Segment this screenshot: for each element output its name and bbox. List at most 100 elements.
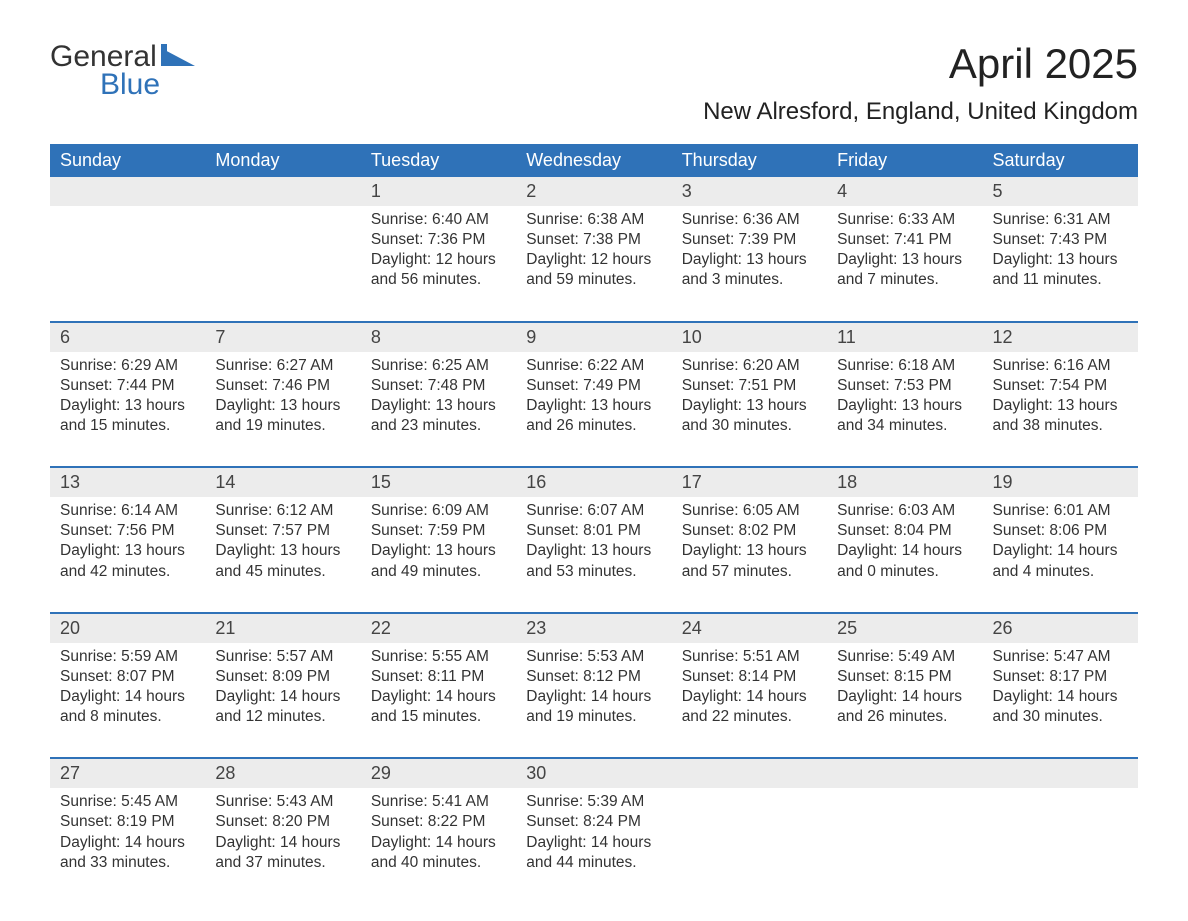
daylight1-label: Daylight: 12 hours — [526, 250, 661, 270]
daylight1-label: Daylight: 13 hours — [837, 250, 972, 270]
day-number: 8 — [361, 323, 516, 352]
sunset-label: Sunset: 7:43 PM — [993, 230, 1128, 250]
daylight2-label: and 30 minutes. — [682, 416, 817, 436]
sunset-label: Sunset: 7:36 PM — [371, 230, 506, 250]
day-cell: Sunrise: 6:14 AMSunset: 7:56 PMDaylight:… — [50, 497, 205, 600]
daylight2-label: and 3 minutes. — [682, 270, 817, 290]
daylight1-label: Daylight: 14 hours — [837, 541, 972, 561]
page-header: General Blue April 2025 New Alresford, E… — [50, 40, 1138, 126]
sunrise-label: Sunrise: 6:38 AM — [526, 210, 661, 230]
sunset-label: Sunset: 7:48 PM — [371, 376, 506, 396]
week-row: 6789101112Sunrise: 6:29 AMSunset: 7:44 P… — [50, 321, 1138, 467]
sunrise-label: Sunrise: 6:09 AM — [371, 501, 506, 521]
day-cell: Sunrise: 6:29 AMSunset: 7:44 PMDaylight:… — [50, 352, 205, 455]
day-cell: Sunrise: 5:53 AMSunset: 8:12 PMDaylight:… — [516, 643, 671, 746]
sunrise-label: Sunrise: 5:51 AM — [682, 647, 817, 667]
daylight2-label: and 4 minutes. — [993, 562, 1128, 582]
daylight2-label: and 59 minutes. — [526, 270, 661, 290]
daynum-row: 12345 — [50, 177, 1138, 206]
daylight1-label: Daylight: 12 hours — [371, 250, 506, 270]
day-cell: Sunrise: 6:22 AMSunset: 7:49 PMDaylight:… — [516, 352, 671, 455]
day-number: 16 — [516, 468, 671, 497]
sunrise-label: Sunrise: 6:22 AM — [526, 356, 661, 376]
day-number: 12 — [983, 323, 1138, 352]
dow-tuesday: Tuesday — [361, 144, 516, 177]
day-of-week-header: Sunday Monday Tuesday Wednesday Thursday… — [50, 144, 1138, 177]
day-cell: Sunrise: 6:01 AMSunset: 8:06 PMDaylight:… — [983, 497, 1138, 600]
sunset-label: Sunset: 7:54 PM — [993, 376, 1128, 396]
sunset-label: Sunset: 8:17 PM — [993, 667, 1128, 687]
day-number — [827, 759, 982, 788]
daylight1-label: Daylight: 13 hours — [60, 396, 195, 416]
flag-icon — [161, 44, 195, 71]
daylight1-label: Daylight: 14 hours — [993, 687, 1128, 707]
sunrise-label: Sunrise: 6:20 AM — [682, 356, 817, 376]
dow-friday: Friday — [827, 144, 982, 177]
daylight1-label: Daylight: 13 hours — [682, 250, 817, 270]
daylight2-label: and 33 minutes. — [60, 853, 195, 873]
dow-monday: Monday — [205, 144, 360, 177]
week-row: 27282930Sunrise: 5:45 AMSunset: 8:19 PMD… — [50, 757, 1138, 891]
sunset-label: Sunset: 8:11 PM — [371, 667, 506, 687]
calendar-grid: Sunday Monday Tuesday Wednesday Thursday… — [50, 144, 1138, 891]
daylight1-label: Daylight: 14 hours — [682, 687, 817, 707]
sunrise-label: Sunrise: 5:57 AM — [215, 647, 350, 667]
daylight2-label: and 44 minutes. — [526, 853, 661, 873]
daylight2-label: and 0 minutes. — [837, 562, 972, 582]
day-number — [672, 759, 827, 788]
day-number: 18 — [827, 468, 982, 497]
day-number: 22 — [361, 614, 516, 643]
week-row: 12345Sunrise: 6:40 AMSunset: 7:36 PMDayl… — [50, 177, 1138, 321]
day-cell — [827, 788, 982, 891]
week-spacer — [50, 745, 1138, 757]
daylight2-label: and 26 minutes. — [526, 416, 661, 436]
week-row: 20212223242526Sunrise: 5:59 AMSunset: 8:… — [50, 612, 1138, 758]
daylight2-label: and 57 minutes. — [682, 562, 817, 582]
daylight1-label: Daylight: 14 hours — [60, 833, 195, 853]
day-cell: Sunrise: 5:47 AMSunset: 8:17 PMDaylight:… — [983, 643, 1138, 746]
day-cell: Sunrise: 5:59 AMSunset: 8:07 PMDaylight:… — [50, 643, 205, 746]
day-body-row: Sunrise: 6:29 AMSunset: 7:44 PMDaylight:… — [50, 352, 1138, 455]
day-body-row: Sunrise: 6:14 AMSunset: 7:56 PMDaylight:… — [50, 497, 1138, 600]
day-cell: Sunrise: 6:36 AMSunset: 7:39 PMDaylight:… — [672, 206, 827, 309]
daylight1-label: Daylight: 13 hours — [60, 541, 195, 561]
day-number: 26 — [983, 614, 1138, 643]
daylight2-label: and 7 minutes. — [837, 270, 972, 290]
daynum-row: 6789101112 — [50, 321, 1138, 352]
day-number — [50, 177, 205, 206]
sunset-label: Sunset: 8:22 PM — [371, 812, 506, 832]
dow-saturday: Saturday — [983, 144, 1138, 177]
sunset-label: Sunset: 8:19 PM — [60, 812, 195, 832]
daylight1-label: Daylight: 13 hours — [215, 541, 350, 561]
daylight2-label: and 40 minutes. — [371, 853, 506, 873]
sunrise-label: Sunrise: 6:25 AM — [371, 356, 506, 376]
daylight1-label: Daylight: 14 hours — [526, 687, 661, 707]
day-number: 28 — [205, 759, 360, 788]
day-number: 19 — [983, 468, 1138, 497]
sunset-label: Sunset: 7:38 PM — [526, 230, 661, 250]
day-number — [205, 177, 360, 206]
week-spacer — [50, 309, 1138, 321]
daylight2-label: and 23 minutes. — [371, 416, 506, 436]
day-cell: Sunrise: 5:49 AMSunset: 8:15 PMDaylight:… — [827, 643, 982, 746]
sunset-label: Sunset: 7:56 PM — [60, 521, 195, 541]
sunrise-label: Sunrise: 5:53 AM — [526, 647, 661, 667]
day-number: 2 — [516, 177, 671, 206]
sunrise-label: Sunrise: 6:16 AM — [993, 356, 1128, 376]
sunrise-label: Sunrise: 6:07 AM — [526, 501, 661, 521]
sunset-label: Sunset: 8:12 PM — [526, 667, 661, 687]
day-cell: Sunrise: 6:25 AMSunset: 7:48 PMDaylight:… — [361, 352, 516, 455]
daylight2-label: and 11 minutes. — [993, 270, 1128, 290]
sunset-label: Sunset: 7:59 PM — [371, 521, 506, 541]
sunset-label: Sunset: 7:51 PM — [682, 376, 817, 396]
sunset-label: Sunset: 8:04 PM — [837, 521, 972, 541]
daylight2-label: and 12 minutes. — [215, 707, 350, 727]
day-body-row: Sunrise: 5:59 AMSunset: 8:07 PMDaylight:… — [50, 643, 1138, 746]
sunrise-label: Sunrise: 6:40 AM — [371, 210, 506, 230]
sunrise-label: Sunrise: 5:39 AM — [526, 792, 661, 812]
day-cell: Sunrise: 6:09 AMSunset: 7:59 PMDaylight:… — [361, 497, 516, 600]
day-number: 3 — [672, 177, 827, 206]
day-number: 20 — [50, 614, 205, 643]
daylight1-label: Daylight: 13 hours — [526, 396, 661, 416]
day-cell: Sunrise: 6:31 AMSunset: 7:43 PMDaylight:… — [983, 206, 1138, 309]
